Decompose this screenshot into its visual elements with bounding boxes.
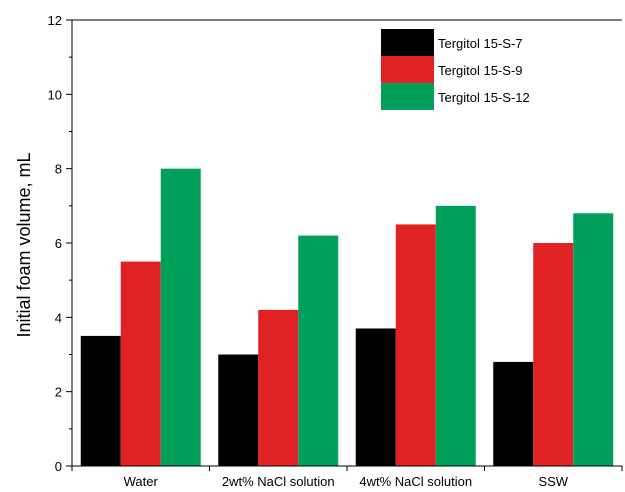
legend-swatch-3 — [381, 83, 434, 110]
legend-label-1: Tergitol 15-S-7 — [438, 36, 523, 51]
bar-1-3 — [355, 328, 396, 466]
bar-2-4 — [533, 243, 574, 466]
bar-2-2 — [258, 309, 299, 466]
y-tick-label: 2 — [55, 385, 62, 400]
bars-layer — [80, 168, 614, 467]
bar-2-1 — [120, 261, 161, 466]
legend-label-3: Tergitol 15-S-12 — [438, 90, 530, 105]
y-tick-label: 12 — [48, 13, 62, 28]
bar-1-2 — [218, 354, 259, 466]
y-tick-label: 0 — [55, 459, 62, 474]
x-tick-label: 4wt% NaCl solution — [359, 474, 472, 489]
x-tick-label: SSW — [538, 474, 568, 489]
bar-3-1 — [160, 168, 201, 466]
y-tick-label: 6 — [55, 236, 62, 251]
x-tick-label: 2wt% NaCl solution — [222, 474, 335, 489]
y-tick-label: 8 — [55, 162, 62, 177]
bar-3-2 — [298, 235, 339, 466]
bar-1-4 — [493, 361, 534, 466]
bar-3-3 — [435, 205, 476, 467]
legend-swatch-1 — [381, 29, 434, 56]
bar-3-4 — [573, 213, 614, 466]
bar-1-1 — [80, 335, 121, 466]
y-tick-label: 4 — [55, 310, 62, 325]
y-tick-label: 10 — [48, 87, 62, 102]
ticks-layer: Water 2wt% NaCl solution 4wt% NaCl solutio… — [48, 13, 623, 489]
legend-label-2: Tergitol 15-S-9 — [438, 63, 523, 78]
legend: Tergitol 15-S-7 Tergitol 15-S-9 Tergitol 1… — [381, 29, 530, 110]
x-tick-label: Water — [124, 474, 159, 489]
y-axis-label: Initial foam volume, mL — [14, 152, 34, 337]
legend-swatch-2 — [381, 56, 434, 83]
bar-2-3 — [395, 224, 436, 466]
